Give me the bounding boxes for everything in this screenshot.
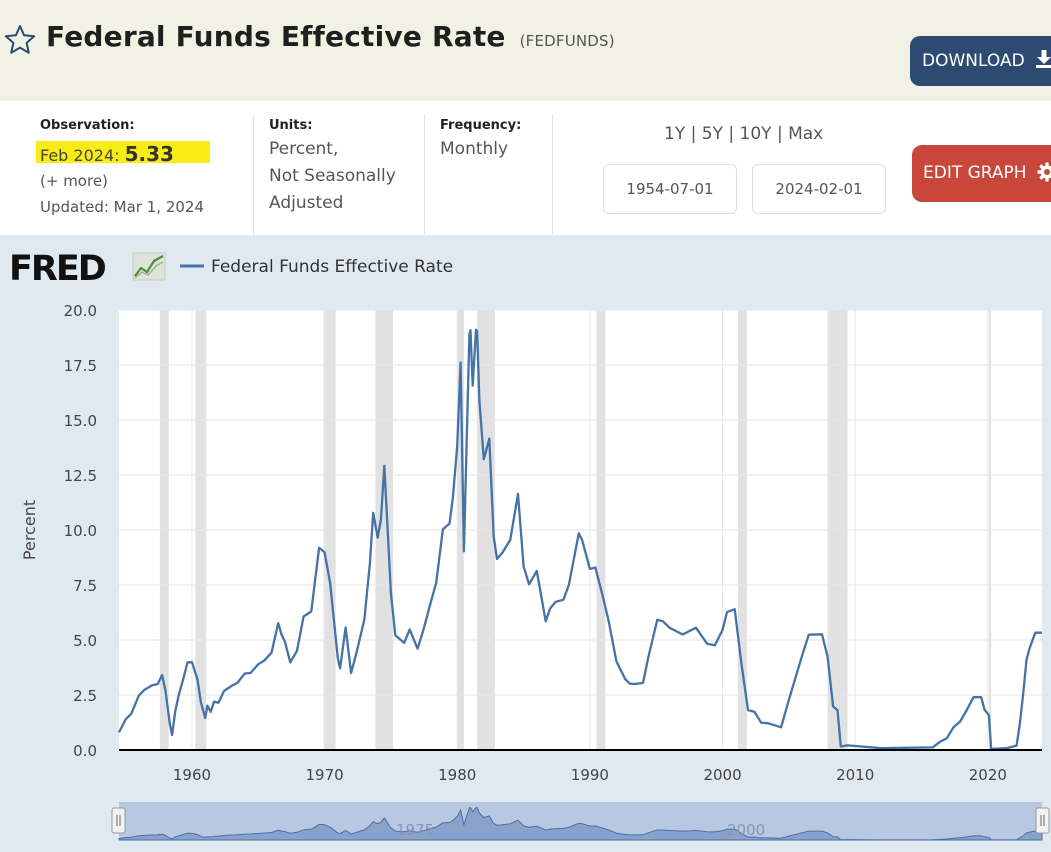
units-line-2: Not Seasonally <box>269 166 396 186</box>
observation-highlight <box>36 141 210 163</box>
end-date-input[interactable]: 2024-02-01 <box>752 164 886 214</box>
edit-graph-button[interactable]: EDIT GRAPH <box>912 145 1051 202</box>
navigator-left-handle[interactable] <box>111 807 126 834</box>
info-divider <box>424 115 425 235</box>
updated-date: Updated: Mar 1, 2024 <box>40 198 204 216</box>
y-axis-ticks: 0.0 2.5 5.0 7.5 10.0 12.5 15.0 17.5 20.0 <box>64 302 97 760</box>
series-title: Federal Funds Effective Rate <box>46 20 506 53</box>
more-observations-link[interactable]: (+ more) <box>40 172 108 190</box>
range-separator: | <box>728 124 735 144</box>
frequency-block: Frequency: Monthly <box>440 101 550 235</box>
fred-line-chart: FRED Federal Funds Effective Rate 0.0 2.5… <box>9 249 1050 841</box>
legend-label: Federal Funds Effective Rate <box>211 257 453 277</box>
x-tick-label: 1990 <box>571 766 609 784</box>
date-range-shortcuts: 1Y | 5Y | 10Y | Max <box>664 124 823 144</box>
fred-logo-chart-line-2 <box>134 261 164 279</box>
range-5y-button[interactable]: 5Y <box>701 124 723 144</box>
y-tick-label: 10.0 <box>64 522 97 540</box>
download-icon <box>1036 50 1051 68</box>
x-tick-label: 2000 <box>703 766 741 784</box>
x-tick-label: 2010 <box>836 766 874 784</box>
y-tick-label: 0.0 <box>73 742 97 760</box>
range-max-button[interactable]: Max <box>788 124 824 144</box>
y-axis-label: Percent <box>20 500 39 560</box>
range-navigator[interactable]: 1975 2000 <box>111 802 1050 841</box>
navigator-series-area <box>118 806 1043 841</box>
units-line-1: Percent, <box>269 139 339 159</box>
y-tick-label: 7.5 <box>73 577 97 595</box>
download-button[interactable]: DOWNLOAD <box>910 36 1051 86</box>
observation-label: Observation: <box>40 118 135 133</box>
chart-area: FRED Federal Funds Effective Rate 0.0 2.5… <box>0 235 1051 852</box>
navigator-label-1975: 1975 <box>396 821 434 839</box>
x-tick-label: 1980 <box>438 766 476 784</box>
units-label: Units: <box>269 118 313 133</box>
range-separator: | <box>776 124 783 144</box>
fred-logo: FRED <box>9 249 166 289</box>
page-header: Federal Funds Effective Rate (FEDFUNDS) … <box>0 0 1051 101</box>
frequency-label: Frequency: <box>440 118 522 133</box>
y-tick-label: 2.5 <box>73 687 97 705</box>
x-axis-ticks: 1960 1970 1980 1990 2000 2010 2020 <box>173 766 1007 784</box>
y-tick-label: 20.0 <box>64 302 97 320</box>
series-info-bar: Observation: Feb 2024: 5.33 (+ more) Upd… <box>0 101 1051 235</box>
info-divider <box>552 115 553 235</box>
y-tick-label: 15.0 <box>64 412 97 430</box>
navigator-right-handle-box[interactable] <box>1035 807 1050 834</box>
x-tick-label: 1960 <box>173 766 211 784</box>
x-tick-label: 1970 <box>306 766 344 784</box>
gear-icon <box>1037 162 1051 182</box>
observation-value-line: Feb 2024: 5.33 <box>40 142 174 166</box>
fred-logo-chart-line <box>134 255 164 277</box>
observation-date: Feb 2024: <box>40 146 120 165</box>
range-1y-button[interactable]: 1Y <box>664 124 686 144</box>
info-divider <box>253 115 254 235</box>
fred-logo-text: FRED <box>9 249 106 289</box>
download-label: DOWNLOAD <box>922 51 1025 71</box>
page-title: Federal Funds Effective Rate (FEDFUNDS) <box>46 20 615 53</box>
navigator-label-2000: 2000 <box>727 821 765 839</box>
y-tick-label: 5.0 <box>73 632 97 650</box>
navigator-left-handle-box[interactable] <box>111 807 126 834</box>
y-tick-label: 12.5 <box>64 467 97 485</box>
x-tick-label: 2020 <box>969 766 1007 784</box>
start-date-input[interactable]: 1954-07-01 <box>603 164 737 214</box>
frequency-value: Monthly <box>440 139 509 159</box>
units-line-3: Adjusted <box>269 193 344 213</box>
range-separator: | <box>690 124 697 144</box>
edit-graph-label: EDIT GRAPH <box>923 163 1027 183</box>
units-block: Units: Percent, Not Seasonally Adjusted <box>269 101 419 235</box>
range-10y-button[interactable]: 10Y <box>739 124 772 144</box>
navigator-right-handle[interactable] <box>1035 807 1050 834</box>
y-tick-label: 17.5 <box>64 357 97 375</box>
observation-value: 5.33 <box>124 142 174 166</box>
star-outline-icon[interactable] <box>4 24 36 56</box>
series-code: (FEDFUNDS) <box>519 32 615 50</box>
series-line-fedfunds <box>117 328 1042 751</box>
